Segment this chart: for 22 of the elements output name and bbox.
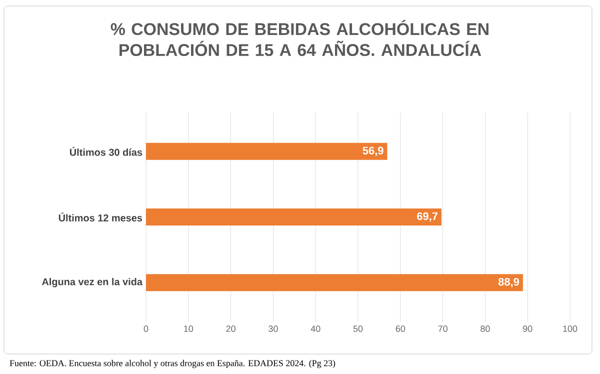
x-tick-label: 20 bbox=[226, 326, 236, 332]
x-tick-label: 0 bbox=[144, 326, 148, 332]
x-tick-label: 80 bbox=[480, 326, 490, 332]
data-label: 88,9 bbox=[498, 278, 520, 288]
x-tick-label: 30 bbox=[268, 326, 278, 332]
x-tick-label: 70 bbox=[438, 326, 448, 332]
data-label: 69,7 bbox=[417, 212, 438, 222]
x-tick-label: 100 bbox=[563, 326, 578, 332]
source-note: Fuente: OEDA. Encuesta sobre alcohol y otras drogas en España. EDADES 2024. (Pg 23) bbox=[10, 360, 336, 368]
y-tick-label: Últimos 12 meses bbox=[58, 212, 142, 222]
x-tick-label: 10 bbox=[184, 326, 194, 332]
bar bbox=[146, 142, 388, 160]
y-tick-label: Últimos 30 días bbox=[70, 146, 142, 156]
x-tick-label: 40 bbox=[310, 326, 320, 332]
bar bbox=[146, 274, 523, 292]
x-tick-label: 50 bbox=[353, 326, 363, 332]
x-tick-label: 60 bbox=[396, 326, 406, 332]
data-label: 56,9 bbox=[362, 146, 384, 156]
chart-title: % CONSUMO DE BEBIDAS ALCOHÓLICAS EN POBLACIÓN DE 15 A 64 AÑOS. ANDALUCÍA bbox=[110, 20, 488, 56]
y-tick-label: Alguna vez en la vida bbox=[42, 278, 143, 288]
x-tick-label: 90 bbox=[523, 326, 532, 332]
bar bbox=[146, 208, 442, 226]
